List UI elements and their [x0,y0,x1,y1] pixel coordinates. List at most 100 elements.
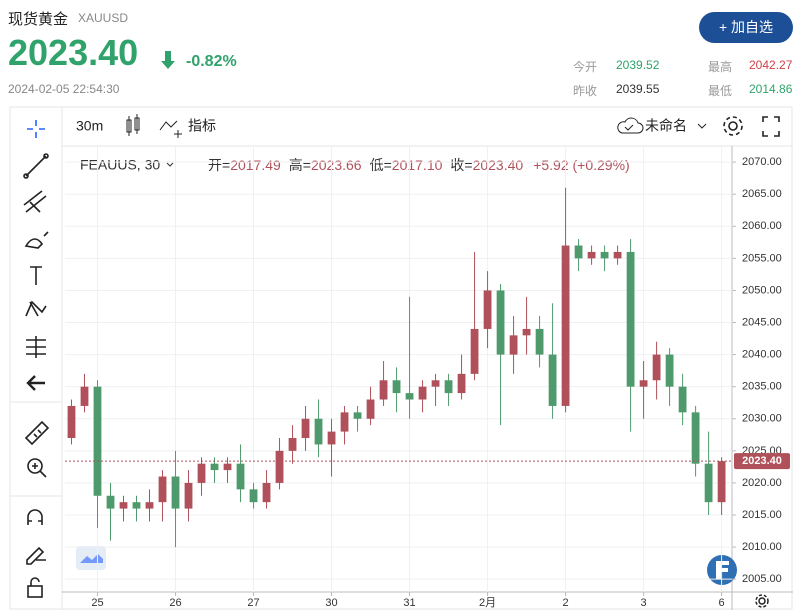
cloud-icon[interactable] [617,117,644,134]
candle-body [210,463,219,471]
y-tick-label: 2050.00 [742,284,782,296]
candle-body [158,476,167,503]
candle-body [236,463,245,490]
settings-icon[interactable] [723,116,743,136]
x-tick-label: 3 [641,597,647,609]
symbol[interactable]: FEAUUS, 30 [80,157,160,173]
interval[interactable]: 30m [76,118,103,134]
candle-body [262,482,271,503]
chevron[interactable] [166,162,174,167]
y-tick-label: 2040.00 [742,349,782,361]
y-tick-label: 2055.00 [742,252,782,264]
candle-body [249,489,258,503]
indicator[interactable]: 指标 [188,118,216,134]
candle-body [119,502,128,509]
y-tick-label: 2005.00 [742,573,782,585]
y-tick-label: 2035.00 [742,381,782,393]
ohlc-legend: 开=2017.49 高=2023.66 低=2017.10 收=2023.40 +5.9… [208,157,630,173]
ohlc-text: 开=2017.49 高=2023.66 低=2017.10 收=2023.40 +5.9… [208,157,630,173]
candle-body [483,290,492,329]
candle-body [509,335,518,355]
candle-body [80,386,89,406]
x-tick-label: 31 [403,597,415,609]
settings-icon[interactable] [755,594,769,608]
candle-body [132,502,141,509]
candle-body [366,399,375,419]
add-watchlist-button[interactable]: + 加自选 [699,12,793,43]
x-tick-label: 30 [325,597,337,609]
x-tick-label: 2 [563,597,569,609]
candle-body [652,354,661,381]
layout-name[interactable]: 未命名 [645,118,687,134]
stat-value: 2042.27 [749,58,793,72]
logo-button[interactable] [76,546,106,570]
ohlc-label: 收= [450,157,472,173]
candle-body [171,476,180,509]
chevron[interactable] [697,123,707,129]
stat-label: 最低 [708,84,733,98]
price: 2023.40 [8,32,139,73]
candle-body [704,463,713,503]
y-tick-label: 2045.00 [742,316,782,328]
candle-body [197,463,206,483]
candle-body [522,328,531,336]
candle-body [665,354,674,387]
candle-body [496,290,505,355]
candle-body [457,373,466,394]
candle-body [613,251,622,259]
candle-body [639,380,648,387]
candle-body [301,418,310,439]
ohlc-label: 低= [370,157,392,173]
stat-label: 最高 [708,60,733,74]
ohlc-value: 2017.49 [230,157,281,173]
candle-body [106,495,115,509]
candle-body [548,354,557,406]
candle-body [535,328,544,355]
stat-value: 2014.86 [749,82,793,96]
candle-body [431,380,440,387]
candle-body [600,251,609,259]
candle-body [340,412,349,432]
x-tick-label: 6 [719,597,725,609]
candle-body [587,251,596,259]
candle-body [275,450,284,483]
y-tick-label: 2060.00 [742,220,782,232]
candle-body [93,386,102,496]
stat-label: 今开 [573,60,598,74]
y-tick-label: 2030.00 [742,413,782,425]
y-tick-label: 2020.00 [742,477,782,489]
fullscreen-icon[interactable] [762,116,780,137]
candle-body [691,412,700,464]
drawing-tools[interactable] [23,120,50,598]
down-arrow [161,51,175,69]
candle-body [717,461,726,503]
ohlc-label: 高= [289,157,311,173]
ohlc-change: +5.92 (+0.29%) [533,157,630,173]
chart-frame [9,106,793,610]
indicator-icon[interactable] [159,120,182,138]
timestamp: 2024-02-05 22:54:30 [8,82,120,96]
candle-body [392,380,401,394]
stat-value: 2039.52 [616,58,660,72]
candle-body [327,431,336,445]
ohlc-value: 2023.66 [311,157,362,173]
candle-body [353,412,362,419]
y-tick-label: 2015.00 [742,509,782,521]
candle-body [184,482,193,509]
change: -0.82% [186,53,237,70]
candle-body [418,386,427,400]
y-tick-label: 2065.00 [742,188,782,200]
chart-type-icon[interactable] [126,114,140,136]
candle-body [314,418,323,445]
asset-code: XAUUSD [78,11,129,25]
brand-logo-letter [716,561,729,579]
x-tick-label: 27 [247,597,259,609]
candle-body [288,438,297,451]
candle-body [379,380,388,400]
x-tick-label: 25 [91,597,103,609]
candle-body [145,502,154,509]
candle-body [444,380,453,394]
x-tick-label: 26 [169,597,181,609]
